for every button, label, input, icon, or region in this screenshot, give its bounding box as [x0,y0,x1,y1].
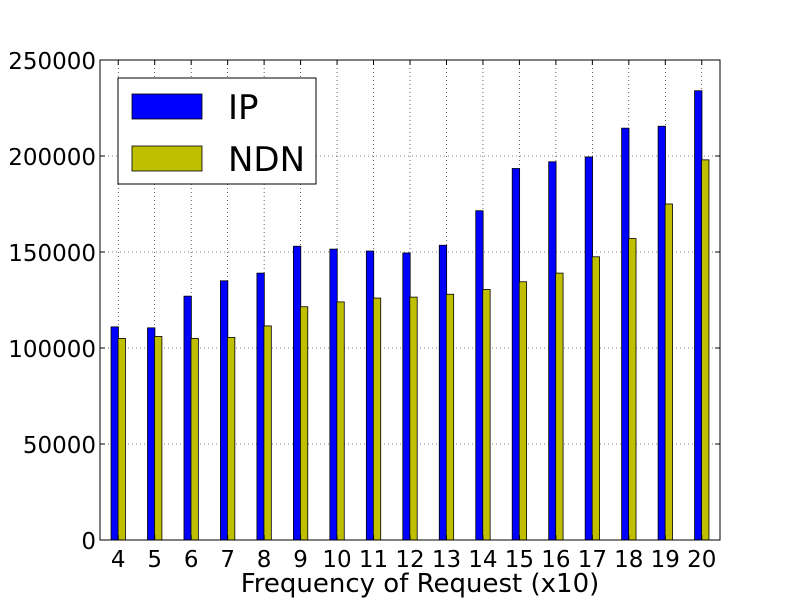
bar-ndn [591,256,600,541]
bar-ndn [628,238,637,541]
x-tick-label: 6 [184,547,199,573]
x-tick-label: 16 [541,547,570,573]
bar-ndn [190,337,199,541]
bar-ndn [409,296,418,541]
y-tick-label: 100000 [8,337,96,363]
tick-marks [100,59,720,541]
bar-ip [438,244,448,541]
x-tick-label: 11 [359,547,388,573]
bar-ip [183,295,192,541]
bar-ip [548,161,557,541]
x-axis-title: Frequency of Request (x10) [241,569,600,599]
x-tick-label: 12 [395,547,424,573]
x-tick-label: 13 [432,547,461,573]
bar-ip [657,125,666,541]
bar-ip [220,280,229,541]
bar-ndn [372,297,382,541]
x-tick-label: 10 [322,547,351,573]
bar-ip [694,90,703,541]
legend-label: NDN [228,140,305,180]
x-tick-label: 17 [578,547,607,573]
legend-swatch [131,93,203,120]
series-ndn [117,159,710,541]
legend-label: IP [228,88,259,128]
x-tick-label: 15 [505,547,534,573]
bar-ndn [117,337,126,541]
bar-ip [475,210,484,541]
y-tick-label: 50000 [23,433,96,459]
legend-swatch [131,145,203,172]
bar-ndn [299,306,309,541]
x-tick-label: 9 [293,547,308,573]
x-tick-label: 8 [257,547,272,573]
bar-ip [256,272,265,541]
bar-ip [365,250,375,541]
y-tick-label: 150000 [8,241,96,267]
x-tick-label: 5 [147,547,162,573]
x-tick-label: 18 [614,547,643,573]
x-tick-label: 14 [468,547,497,573]
bar-ndn [336,301,345,541]
bar-ndn [227,337,236,541]
bar-ip [292,245,302,541]
bar-ndn [518,281,528,541]
bar-ip [329,248,338,541]
bar-ndn [555,272,564,541]
y-tick-label: 0 [81,529,96,555]
bar-ip [110,326,119,541]
bars [110,90,710,541]
x-tick-labels: 4 5 6 7 8 9 10 11 12 13 14 15 16 17 18 19 20 [111,547,716,573]
x-tick-label: 20 [687,547,716,573]
bar-ndn [154,336,163,541]
x-tick-label: 4 [111,547,126,573]
bar-ndn [701,159,710,541]
bar-ip [621,127,630,541]
bar-ndn [445,293,455,541]
bar-ip [511,168,521,541]
x-tick-label: 7 [220,547,235,573]
y-tick-labels: 0 50000 100000 150000 200000 250000 [8,49,96,555]
bar-ndn [263,325,272,541]
legend: IP NDN [117,77,317,185]
bar-ip [584,156,593,541]
y-tick-label: 250000 [8,49,96,75]
y-tick-label: 200000 [8,145,96,171]
x-tick-label: 19 [651,547,680,573]
bar-ndn [664,203,673,541]
bar-ip [147,327,156,541]
bar-ip [402,252,411,541]
bar-ndn [482,289,491,541]
